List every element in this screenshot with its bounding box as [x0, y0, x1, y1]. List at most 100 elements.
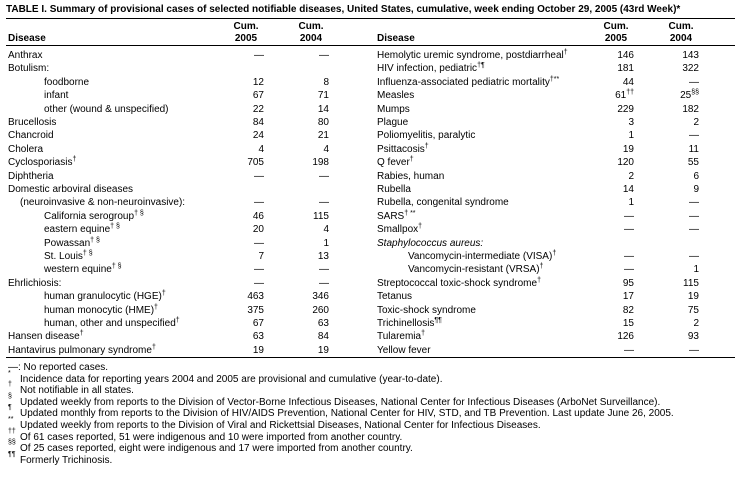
disease-name: Plague — [377, 116, 408, 129]
disease-name: Rabies, human — [377, 170, 444, 183]
disease-name-text: Tularemia — [377, 331, 422, 343]
disease-name-note: † — [552, 250, 557, 257]
column-header: Disease — [8, 33, 46, 44]
footnote: Formerly Trichinosis. — [20, 454, 113, 466]
case-count: 20 — [252, 224, 264, 236]
column-header: 2005 — [234, 33, 258, 44]
column-header: Cum. — [298, 21, 324, 32]
case-count: 46 — [252, 210, 264, 222]
disease-name-note: † — [537, 276, 541, 284]
disease-name-text: Anthrax — [8, 50, 43, 61]
disease-name-note: †¶ — [477, 62, 485, 70]
disease-name-text: Hansen disease — [8, 331, 80, 343]
disease-name-note: † — [72, 156, 77, 164]
disease-name-text: Yellow fever — [377, 344, 431, 356]
table-title: TABLE I. Summary of provisional cases of… — [6, 4, 681, 15]
disease-name-note: † — [539, 263, 544, 271]
disease-name-note: † — [418, 223, 423, 231]
case-count: 95 — [622, 277, 634, 289]
footnote: Of 25 cases reported, eight were indigen… — [20, 443, 413, 455]
case-count-text: 25 — [680, 90, 692, 102]
rule — [6, 357, 735, 358]
case-count: — — [624, 210, 634, 222]
disease-name-note: † § — [110, 223, 120, 231]
disease-name-text: Domestic arboviral diseases — [8, 184, 134, 195]
disease-name-text: Hemolytic uremic syndrome, postdiarrheal — [377, 50, 564, 61]
disease-name: Streptococcal toxic-shock syndrome† — [377, 277, 541, 290]
case-count: — — [319, 197, 329, 209]
disease-name: Rubella, congenital syndrome — [377, 196, 509, 209]
column-header: Cum. — [603, 21, 629, 32]
disease-name-note: † § — [90, 236, 100, 244]
case-count-note: †† — [626, 89, 634, 97]
disease-name: Measles — [377, 89, 414, 102]
case-count: — — [254, 197, 264, 209]
case-count: 181 — [617, 63, 634, 75]
case-count: — — [624, 224, 634, 236]
case-count: 19 — [622, 143, 634, 155]
footnote-mark: § — [8, 392, 12, 400]
case-count: 93 — [687, 331, 699, 343]
disease-name: infant — [44, 89, 68, 102]
disease-name-note: † § — [134, 209, 144, 217]
footnote: Incidence data for reporting years 2004 … — [20, 373, 443, 385]
case-count: 143 — [682, 50, 699, 61]
disease-name-text: Psittacosis — [377, 143, 425, 155]
disease-name-text: Vancomycin-resistant (VRSA) — [408, 264, 540, 276]
disease-name: other (wound & unspecified) — [44, 103, 169, 116]
case-count: — — [689, 344, 699, 356]
disease-name-note: † — [161, 290, 166, 298]
case-count: 1 — [628, 197, 634, 209]
disease-name: Rubella — [377, 183, 411, 196]
disease-name-note: † ** — [404, 209, 416, 217]
case-count: — — [689, 130, 699, 142]
disease-name: Staphylococcus aureus: — [377, 237, 483, 250]
case-count: — — [254, 264, 264, 276]
disease-name: foodborne — [44, 76, 89, 89]
case-count: 84 — [252, 117, 264, 128]
disease-name: Ehrlichiosis: — [8, 277, 61, 290]
footnote-mark: ** — [8, 416, 14, 423]
disease-name-note: † — [563, 49, 568, 56]
disease-name-text: Toxic-shock syndrome — [377, 304, 476, 316]
case-count: 260 — [312, 304, 329, 316]
disease-name-text: Smallpox — [377, 224, 419, 236]
case-count: 80 — [317, 117, 329, 128]
case-count: — — [624, 251, 634, 262]
footnote-mark: † — [8, 381, 12, 389]
case-count: — — [319, 50, 329, 61]
disease-name: Vancomycin-intermediate (VISA)† — [408, 250, 556, 263]
case-count: 2 — [693, 117, 699, 128]
case-count: 3 — [628, 117, 634, 128]
case-count: — — [319, 277, 329, 289]
footnote-mark: §§ — [8, 439, 16, 447]
disease-name: Q fever† — [377, 156, 414, 169]
disease-name-text: Trichinellosis — [377, 318, 435, 329]
case-count: 14 — [622, 184, 634, 195]
case-count: 198 — [312, 157, 329, 169]
case-count: — — [254, 170, 264, 182]
case-count: 19 — [317, 344, 329, 356]
disease-name: Tularemia† — [377, 330, 425, 343]
disease-name-text: Diphtheria — [8, 170, 54, 182]
disease-name-text: Cyclosporiasis — [8, 157, 73, 169]
disease-name-text: western equine — [44, 264, 112, 276]
case-count: 705 — [247, 157, 264, 169]
disease-name: Cyclosporiasis† — [8, 156, 76, 169]
case-count: 126 — [617, 331, 634, 343]
disease-name: Anthrax — [8, 49, 42, 62]
disease-name: human granulocytic (HGE)† — [44, 290, 166, 303]
footnote: Not notifiable in all states. — [20, 385, 134, 397]
case-count: 13 — [317, 251, 329, 262]
case-count: 2 — [628, 170, 634, 182]
disease-name-text: Mumps — [377, 103, 410, 115]
disease-name: Trichinellosis¶¶ — [377, 317, 442, 330]
disease-name-text: Plague — [377, 117, 409, 128]
case-count: 1 — [628, 130, 634, 142]
case-count: 322 — [682, 63, 699, 75]
disease-name-text: (neuroinvasive & non-neuroinvasive): — [20, 197, 186, 209]
case-count: 4 — [258, 143, 264, 155]
case-count: 14 — [317, 103, 329, 115]
rule — [6, 18, 735, 19]
footnote: Updated weekly from reports to the Divis… — [20, 396, 661, 408]
